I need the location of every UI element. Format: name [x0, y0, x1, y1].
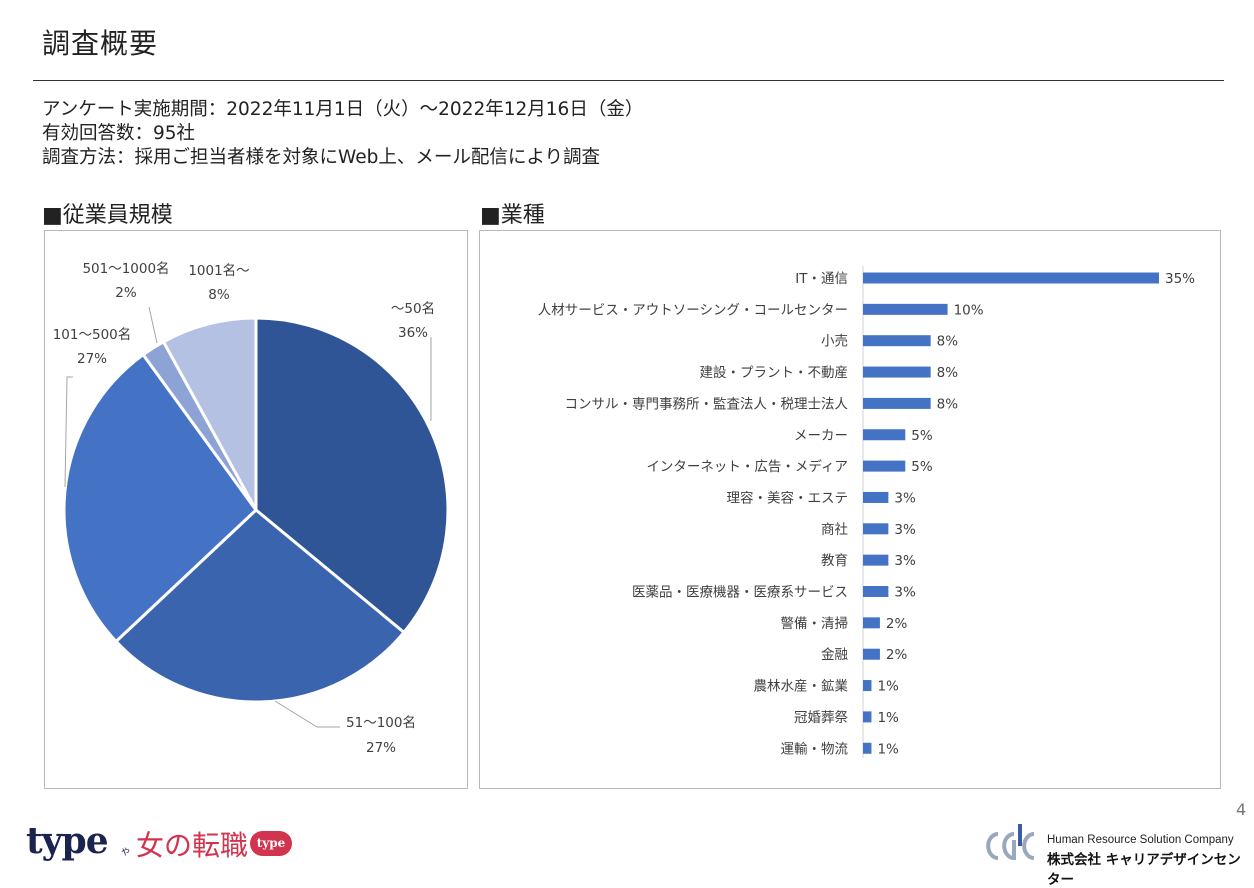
bar	[863, 303, 948, 315]
bar-value-label: 1%	[877, 710, 899, 726]
title-divider	[33, 80, 1224, 81]
pie-category-label: ～50名	[391, 301, 435, 317]
bar-category-label: 教育	[821, 553, 848, 569]
pie-value-label: 27%	[366, 740, 396, 756]
bar-category-label: インターネット・広告・メディア	[646, 458, 848, 475]
bar	[863, 617, 880, 629]
survey-responses: 有効回答数：95社	[42, 123, 196, 144]
pie-leader-line	[274, 700, 340, 728]
bar-value-label: 8%	[937, 396, 959, 412]
bar-value-label: 8%	[937, 365, 959, 381]
bar-category-label: メーカー	[794, 428, 848, 444]
bar	[863, 366, 931, 378]
bar	[863, 491, 889, 503]
bar-category-label: 運輸・物流	[781, 741, 849, 757]
pie-slice	[62, 352, 258, 644]
bar-value-label: 35%	[1165, 271, 1195, 287]
bar-value-label: 1%	[877, 741, 899, 757]
bar-category-label: IT・通信	[795, 271, 848, 287]
bar	[863, 554, 889, 566]
bar-category-label: 小売	[821, 334, 848, 350]
bar	[863, 335, 931, 347]
pie-slice	[161, 316, 258, 511]
bar	[863, 397, 931, 409]
pie-value-label: 2%	[115, 285, 137, 301]
company-name-jp: 株式会社 キャリアデザインセンター	[1047, 852, 1241, 888]
bar	[863, 429, 906, 441]
pie-leader-line	[64, 376, 73, 488]
bar-value-label: 2%	[886, 647, 908, 663]
bar-category-label: 農林水産・鉱業	[754, 679, 849, 695]
industry-bar-panel: IT・通信 35% 人材サービス・アウトソーシング・コールセンター 10% 小売 8% 建設…	[479, 230, 1221, 789]
industry-bar-chart: IT・通信 35% 人材サービス・アウトソーシング・コールセンター 10% 小売 8% 建設…	[538, 266, 1195, 758]
pie-category-label: 501～1000名	[82, 261, 169, 277]
page-number: 4	[1236, 800, 1247, 819]
bar-value-label: 3%	[894, 553, 916, 569]
pie-category-label: 101～500名	[53, 327, 132, 343]
company-name-en: Human Resource Solution Company	[1047, 834, 1234, 846]
survey-info: アンケート実施期間：2022年11月1日（火）～2022年12月16日（金） 有…	[42, 98, 643, 170]
onna-no-tenshoku-logo: 女の転職	[136, 829, 249, 862]
bar	[863, 680, 872, 692]
pie-value-label: 8%	[208, 287, 230, 303]
bar-value-label: 3%	[894, 522, 916, 538]
pie-leader-line	[148, 306, 158, 344]
bar-category-label: 人材サービス・アウトソーシング・コールセンター	[538, 302, 848, 318]
cdc-logo-icon	[986, 824, 1035, 860]
employee-size-pie-chart: ～50名 36% 51～100名 27% 101～500名 27% 501～1000名 2% 1…	[53, 261, 450, 756]
bar-category-label: 警備・清掃	[781, 615, 849, 632]
bar-value-label: 5%	[911, 428, 933, 444]
bar-category-label: コンサル・専門事務所・監査法人・税理士法人	[565, 395, 849, 412]
pie-slice	[254, 316, 450, 635]
pie-slice	[113, 508, 407, 704]
page-title: 調査概要	[42, 27, 159, 60]
bar-category-label: 医薬品・医療機器・医療系サービス	[632, 584, 848, 601]
bar-category-label: 冠婚葬祭	[794, 710, 848, 726]
bar	[863, 711, 872, 723]
bar-value-label: 3%	[894, 585, 916, 601]
type-logo-ya: や	[121, 848, 131, 858]
employee-size-pie-panel: ～50名 36% 51～100名 27% 101～500名 27% 501～1000名 2% 1…	[44, 230, 468, 789]
bar	[863, 523, 889, 535]
bar-value-label: 2%	[886, 616, 908, 632]
pie-value-label: 36%	[398, 325, 428, 341]
survey-method: 調査方法：採用ご担当者様を対象にWeb上、メール配信により調査	[42, 147, 600, 168]
pie-category-label: 1001名～	[188, 263, 249, 279]
bar	[863, 272, 1159, 284]
bar-value-label: 5%	[911, 459, 933, 475]
bar-category-label: 理容・美容・エステ	[727, 489, 849, 506]
bar-value-label: 1%	[877, 679, 899, 695]
bar	[863, 648, 880, 660]
bar-value-label: 3%	[894, 490, 916, 506]
bar	[863, 742, 872, 754]
type-logo: type	[26, 820, 109, 862]
bar-value-label: 8%	[937, 334, 959, 350]
employees-heading: ■従業員規模	[42, 203, 173, 228]
bar	[863, 586, 889, 597]
bar-category-label: 商社	[821, 522, 848, 538]
bar-value-label: 10%	[954, 302, 984, 318]
bar	[863, 460, 906, 472]
bar-category-label: 建設・プラント・不動産	[700, 365, 849, 381]
survey-period: アンケート実施期間：2022年11月1日（火）～2022年12月16日（金）	[42, 99, 644, 120]
pie-value-label: 27%	[77, 351, 107, 367]
bar-category-label: 金融	[821, 647, 849, 663]
pie-category-label: 51～100名	[346, 715, 416, 731]
industry-heading: ■業種	[480, 203, 545, 228]
type-badge-logo: type	[250, 831, 292, 856]
